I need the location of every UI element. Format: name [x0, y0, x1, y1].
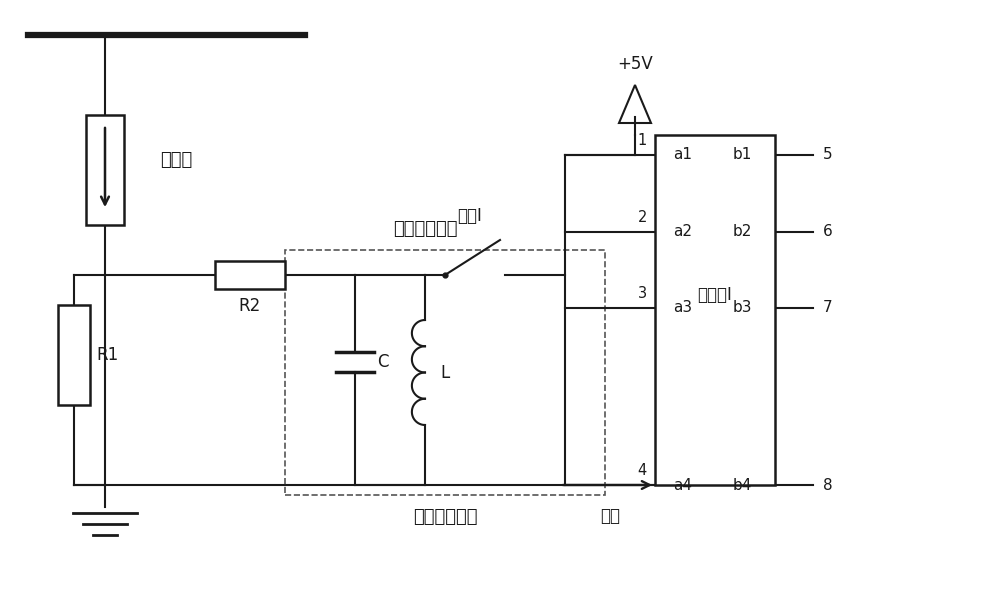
Text: 1: 1 — [638, 133, 647, 148]
Text: 避雷器计数器: 避雷器计数器 — [413, 508, 477, 526]
Text: 开关I: 开关I — [458, 207, 482, 225]
Bar — [655, 135, 775, 485]
Text: b1: b1 — [733, 148, 752, 162]
Text: b2: b2 — [733, 224, 752, 240]
Text: R1: R1 — [96, 346, 118, 364]
Text: a1: a1 — [673, 148, 692, 162]
Text: 8: 8 — [823, 478, 833, 492]
Text: b3: b3 — [733, 301, 753, 315]
Text: +5V: +5V — [617, 55, 653, 73]
Text: a4: a4 — [673, 478, 692, 492]
Text: 2: 2 — [638, 210, 647, 225]
Text: a3: a3 — [673, 301, 692, 315]
Text: a2: a2 — [673, 224, 692, 240]
Text: C: C — [377, 353, 388, 371]
Text: 3: 3 — [638, 286, 647, 301]
Text: R2: R2 — [239, 297, 261, 315]
Text: 4: 4 — [638, 463, 647, 478]
Text: 单片机I: 单片机I — [698, 286, 732, 304]
Bar — [86, 115, 124, 225]
Text: 开入: 开入 — [600, 507, 620, 525]
Text: 5: 5 — [823, 148, 833, 162]
Text: 7: 7 — [823, 301, 833, 315]
Text: 电磁式继电器: 电磁式继电器 — [393, 220, 457, 238]
Text: 避雷器: 避雷器 — [160, 151, 192, 169]
Text: L: L — [440, 364, 449, 381]
Bar — [285, 250, 605, 495]
Text: 6: 6 — [823, 224, 833, 240]
Bar — [58, 305, 90, 405]
Text: b4: b4 — [733, 478, 752, 492]
Bar — [215, 261, 285, 289]
